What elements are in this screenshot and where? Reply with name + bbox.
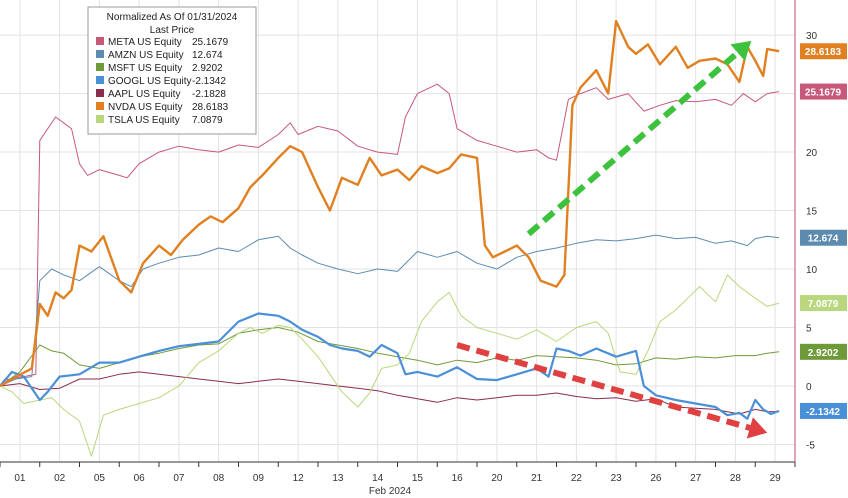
legend-swatch <box>96 89 104 97</box>
x-tick-label: 02 <box>54 473 66 484</box>
legend-series-value: 7.0879 <box>192 115 223 126</box>
legend-series-value: 25.1679 <box>192 37 229 48</box>
axis-layer: 01 02 05 06 07 08 09 12 13 14 15 16 20 21 22 23 26 27 28 29… <box>0 0 818 484</box>
y-tick-label: 30 <box>806 31 818 42</box>
end-value-label <box>800 229 847 246</box>
annotation-arrow <box>456 342 751 431</box>
legend-subtitle: Last Price <box>150 25 195 36</box>
x-tick-label: 13 <box>332 473 344 484</box>
x-tick-label: 27 <box>690 473 702 484</box>
legend-series-name: MSFT US Equity <box>108 63 182 74</box>
x-tick-label: 29 <box>770 473 782 484</box>
y-tick-label: 0 <box>806 382 812 393</box>
series-line <box>0 327 780 387</box>
legend-series-name: AAPL US Equity <box>108 89 180 100</box>
annotation-layer <box>456 40 768 439</box>
series-line <box>0 234 780 387</box>
series-layer <box>0 19 780 457</box>
end-value-text: 25.1679 <box>805 88 842 99</box>
x-tick-label: 20 <box>491 473 503 484</box>
legend-swatch <box>96 115 104 123</box>
series-line <box>0 371 780 415</box>
annotation-arrowhead <box>746 417 768 439</box>
end-value-text: 2.9202 <box>808 348 839 359</box>
end-value-label <box>800 343 847 360</box>
end-value-text: 12.674 <box>808 234 839 245</box>
y-tick-label: -5 <box>806 440 815 451</box>
end-value-text: 28.6183 <box>805 47 842 58</box>
x-tick-label: 05 <box>94 473 106 484</box>
legend-swatch <box>96 50 104 58</box>
end-value-text: -2.1342 <box>806 407 840 418</box>
x-tick-label: 28 <box>730 473 742 484</box>
legend: Normalized As Of 01/31/2024 Last Price M… <box>87 6 257 135</box>
x-axis-label: Feb 2024 <box>369 486 412 497</box>
end-value-label <box>800 83 847 100</box>
x-tick-label: 12 <box>293 473 305 484</box>
end-value-label <box>800 295 847 312</box>
x-tick-label: 26 <box>650 473 662 484</box>
annotation-arrowhead <box>730 40 752 62</box>
x-tick-label: 09 <box>253 473 265 484</box>
x-tick-label: 14 <box>372 473 384 484</box>
legend-series-name: NVDA US Equity <box>108 102 182 113</box>
x-tick-label: 16 <box>452 473 464 484</box>
end-value-text: 7.0879 <box>808 299 839 310</box>
legend-series-name: GOOGL US Equity <box>108 76 192 87</box>
legend-box <box>87 6 257 135</box>
end-value-label <box>800 43 847 60</box>
y-tick-label: 20 <box>806 148 818 159</box>
x-tick-label: 07 <box>173 473 185 484</box>
x-tick-label: 15 <box>412 473 424 484</box>
legend-swatch <box>96 102 104 110</box>
legend-swatch <box>96 76 104 84</box>
legend-series-name: META US Equity <box>108 37 182 48</box>
x-tick-label: 21 <box>531 473 543 484</box>
end-labels: 25.1679 12.674 2.9202 -2.1342 28.6183 7.0879 <box>800 43 847 419</box>
legend-swatch <box>96 37 104 45</box>
x-tick-label: 06 <box>134 473 146 484</box>
annotation-arrow <box>526 50 740 237</box>
end-value-label <box>800 402 847 419</box>
series-line <box>0 83 780 387</box>
x-tick-label: 01 <box>14 473 26 484</box>
legend-items: META US Equity 25.1679 AMZN US Equity 12.67… <box>96 37 229 126</box>
legend-series-value: 2.9202 <box>192 63 223 74</box>
x-tick-label: 23 <box>611 473 623 484</box>
legend-series-value: 28.6183 <box>192 102 229 113</box>
y-tick-label: 15 <box>806 207 818 218</box>
legend-series-name: AMZN US Equity <box>108 50 184 61</box>
y-tick-label: 5 <box>806 323 812 334</box>
x-tick-label: 08 <box>213 473 225 484</box>
legend-swatch <box>96 63 104 71</box>
series-line <box>0 274 780 457</box>
x-tick-label: 22 <box>571 473 583 484</box>
legend-series-value: -2.1828 <box>192 89 226 100</box>
series-line <box>0 312 780 420</box>
legend-title: Normalized As Of 01/31/2024 <box>107 12 238 23</box>
legend-series-value: 12.674 <box>192 50 223 61</box>
legend-series-name: TSLA US Equity <box>108 115 180 126</box>
legend-series-value: -2.1342 <box>192 76 226 87</box>
series-line <box>0 19 780 388</box>
y-tick-label: 10 <box>806 265 818 276</box>
